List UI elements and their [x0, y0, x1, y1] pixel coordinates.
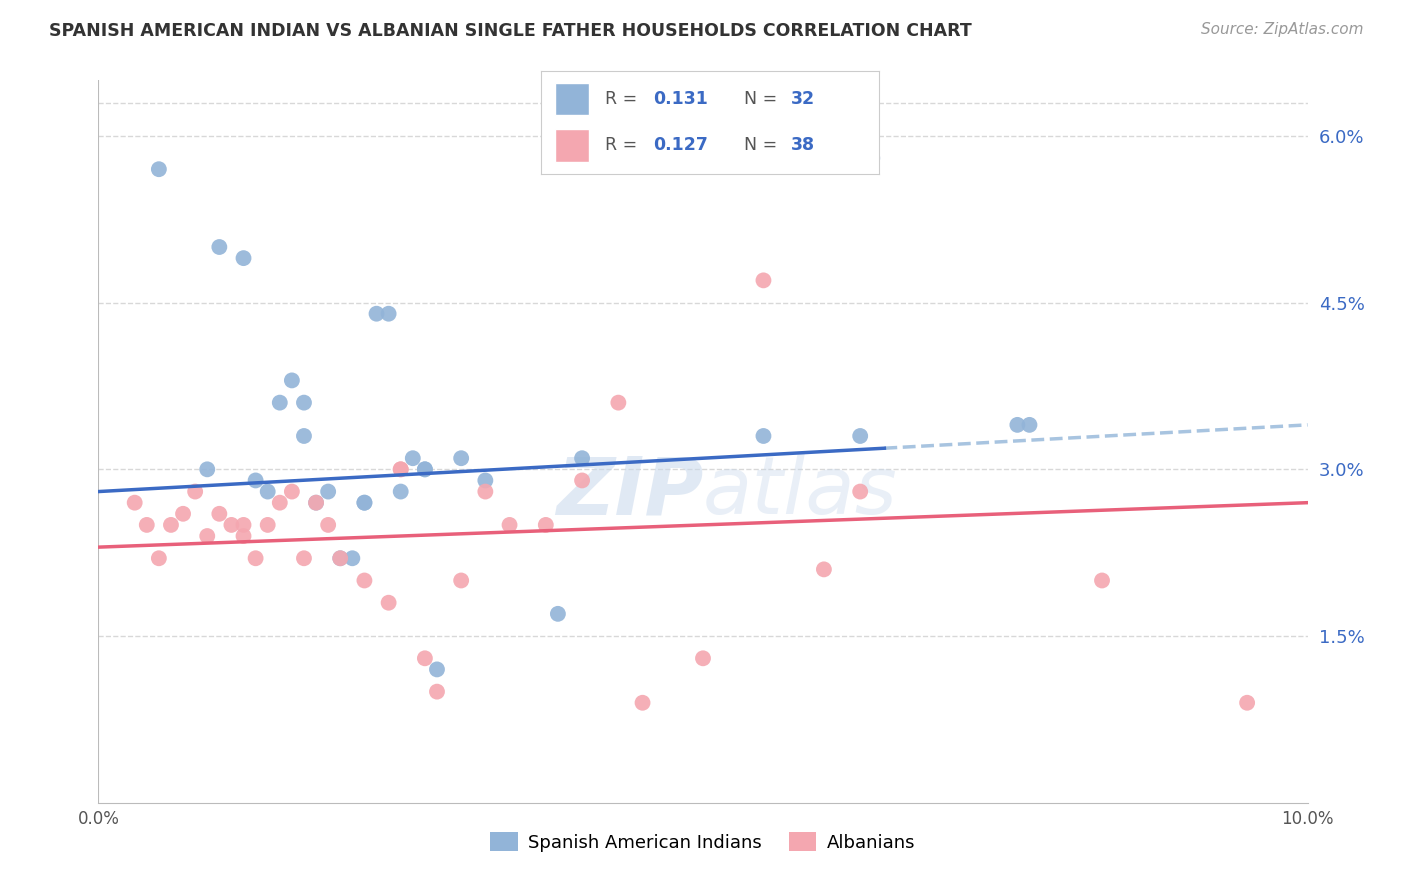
Point — [256, 484, 278, 499]
Text: N =: N = — [744, 90, 778, 108]
Text: R =: R = — [606, 136, 638, 154]
Point — [269, 395, 291, 409]
Point — [172, 507, 194, 521]
Point — [474, 474, 496, 488]
Text: ZIP: ZIP — [555, 453, 703, 531]
Point — [353, 496, 375, 510]
Point — [450, 451, 472, 466]
Point — [195, 462, 218, 476]
Point — [860, 151, 883, 165]
Point — [413, 462, 436, 476]
Bar — [555, 128, 589, 161]
Point — [245, 474, 267, 488]
Point — [571, 474, 593, 488]
Point — [607, 395, 630, 409]
Point — [256, 517, 278, 532]
Point — [208, 507, 231, 521]
Point — [389, 484, 412, 499]
Point — [329, 551, 352, 566]
Point — [269, 496, 291, 510]
Point — [305, 496, 328, 510]
Point — [353, 574, 375, 588]
Text: 0.127: 0.127 — [652, 136, 707, 154]
Point — [1007, 417, 1029, 432]
Text: N =: N = — [744, 136, 778, 154]
Point — [426, 684, 449, 698]
Point — [148, 551, 170, 566]
Point — [366, 307, 388, 321]
Point — [316, 484, 339, 499]
Point — [474, 484, 496, 499]
Point — [245, 551, 267, 566]
Point — [148, 162, 170, 177]
Text: R =: R = — [606, 90, 638, 108]
Text: Source: ZipAtlas.com: Source: ZipAtlas.com — [1201, 22, 1364, 37]
Point — [353, 496, 375, 510]
Point — [571, 451, 593, 466]
Text: 0.131: 0.131 — [652, 90, 707, 108]
Point — [281, 373, 304, 387]
Point — [329, 551, 352, 566]
Point — [377, 596, 399, 610]
Point — [1236, 696, 1258, 710]
Point — [342, 551, 364, 566]
Legend: Spanish American Indians, Albanians: Spanish American Indians, Albanians — [484, 825, 922, 859]
Point — [305, 496, 328, 510]
Point — [160, 517, 183, 532]
Point — [389, 462, 412, 476]
Point — [849, 484, 872, 499]
Point — [377, 307, 399, 321]
Point — [692, 651, 714, 665]
Point — [813, 562, 835, 576]
Point — [184, 484, 207, 499]
Point — [426, 662, 449, 676]
Point — [208, 240, 231, 254]
Point — [221, 517, 243, 532]
Text: SPANISH AMERICAN INDIAN VS ALBANIAN SINGLE FATHER HOUSEHOLDS CORRELATION CHART: SPANISH AMERICAN INDIAN VS ALBANIAN SING… — [49, 22, 972, 40]
Point — [316, 517, 339, 532]
Point — [232, 251, 254, 265]
Text: atlas: atlas — [703, 453, 898, 531]
Point — [1018, 417, 1040, 432]
Point — [292, 395, 315, 409]
Point — [232, 517, 254, 532]
Point — [534, 517, 557, 532]
Point — [232, 529, 254, 543]
Point — [450, 574, 472, 588]
Point — [413, 462, 436, 476]
Point — [195, 529, 218, 543]
Point — [498, 517, 520, 532]
Bar — [555, 83, 589, 115]
Point — [135, 517, 157, 532]
Text: 38: 38 — [792, 136, 815, 154]
Point — [413, 651, 436, 665]
Point — [547, 607, 569, 621]
Point — [402, 451, 425, 466]
Point — [292, 551, 315, 566]
Point — [849, 429, 872, 443]
Point — [752, 273, 775, 287]
Point — [292, 429, 315, 443]
Text: 32: 32 — [792, 90, 815, 108]
Point — [389, 462, 412, 476]
Point — [1091, 574, 1114, 588]
Point — [631, 696, 654, 710]
Point — [752, 429, 775, 443]
Point — [281, 484, 304, 499]
Point — [124, 496, 146, 510]
